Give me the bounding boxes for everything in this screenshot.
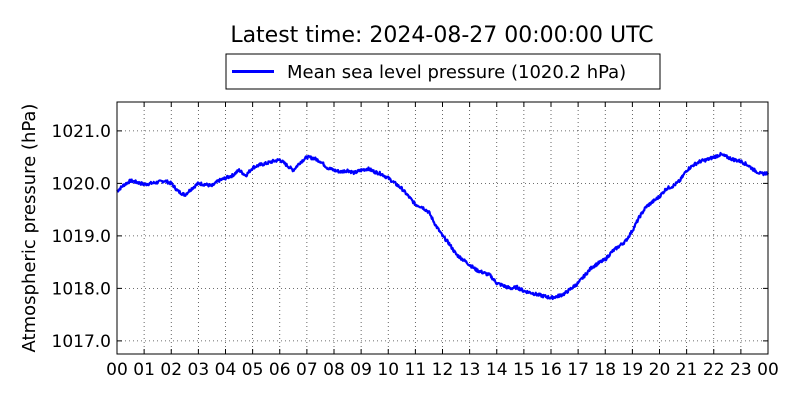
x-tick-label: 12 xyxy=(432,360,454,380)
y-tick-label: 1020.0 xyxy=(52,174,111,194)
chart-title: Latest time: 2024-08-27 00:00:00 UTC xyxy=(230,23,653,48)
legend: Mean sea level pressure (1020.2 hPa) xyxy=(225,53,661,90)
legend-box xyxy=(225,53,661,90)
x-tick-label: 10 xyxy=(377,360,399,380)
axis-ticks xyxy=(116,102,769,354)
x-tick-label: 14 xyxy=(486,360,508,380)
plot-frame xyxy=(116,101,769,355)
x-tick-label: 05 xyxy=(242,360,264,380)
x-tick-label: 00 xyxy=(757,360,779,380)
y-axis-title: Atmospheric pressure (hPa) xyxy=(19,104,40,353)
y-tick-label: 1019.0 xyxy=(52,227,111,247)
x-tick-label: 22 xyxy=(703,360,725,380)
x-tick-label: 07 xyxy=(296,360,318,380)
legend-label: Mean sea level pressure (1020.2 hPa) xyxy=(287,62,626,83)
y-tick-label: 1021.0 xyxy=(52,122,111,142)
x-tick-label: 04 xyxy=(215,360,237,380)
x-tick-label: 11 xyxy=(405,360,427,380)
x-tick-label: 18 xyxy=(594,360,616,380)
x-tick-label: 16 xyxy=(540,360,562,380)
x-tick-labels: 00 01 02 03 04 05 06 07 08 09 10 11 12 13 14 15 16 17 18 19… xyxy=(106,360,779,380)
x-tick-label: 06 xyxy=(269,360,291,380)
x-tick-label: 23 xyxy=(730,360,752,380)
y-tick-labels: 1017.0 1018.0 1019.0 1020.0 1021.0 xyxy=(52,122,111,352)
grid xyxy=(117,102,768,354)
x-tick-label: 09 xyxy=(350,360,372,380)
x-tick-label: 20 xyxy=(649,360,671,380)
x-tick-label: 08 xyxy=(323,360,345,380)
y-tick-label: 1018.0 xyxy=(52,279,111,299)
x-tick-label: 02 xyxy=(160,360,182,380)
series-layer xyxy=(116,151,770,301)
y-tick-label: 1017.0 xyxy=(52,332,111,352)
x-tick-label: 17 xyxy=(567,360,589,380)
x-tick-label: 01 xyxy=(133,360,155,380)
series-line xyxy=(116,151,770,301)
x-tick-label: 15 xyxy=(513,360,535,380)
x-tick-label: 19 xyxy=(622,360,644,380)
x-tick-label: 13 xyxy=(459,360,481,380)
x-tick-label: 21 xyxy=(676,360,698,380)
x-tick-label: 03 xyxy=(188,360,210,380)
x-tick-label: 00 xyxy=(106,360,128,380)
